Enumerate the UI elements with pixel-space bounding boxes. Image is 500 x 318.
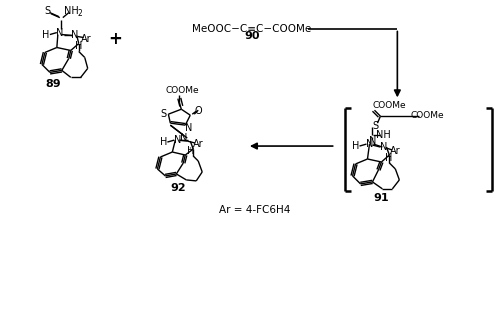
Text: S: S: [372, 121, 378, 131]
Text: Ar: Ar: [193, 139, 203, 149]
Text: Ar: Ar: [390, 146, 400, 156]
Text: COOMe: COOMe: [410, 111, 444, 120]
Text: N: N: [366, 139, 373, 149]
Text: Ar: Ar: [82, 33, 92, 44]
Text: N: N: [184, 123, 192, 133]
Text: N: N: [174, 135, 181, 145]
Text: 2: 2: [78, 9, 82, 18]
Text: NH: NH: [64, 6, 79, 16]
Text: NH: NH: [376, 130, 391, 140]
Text: O: O: [194, 106, 202, 116]
Text: 89: 89: [45, 79, 60, 89]
Text: H: H: [352, 141, 359, 151]
Text: H: H: [186, 146, 194, 156]
Text: N: N: [71, 30, 78, 39]
Text: N: N: [380, 142, 387, 152]
Text: 92: 92: [170, 183, 186, 193]
Text: N: N: [369, 136, 376, 146]
Text: H: H: [75, 41, 82, 52]
Text: 90: 90: [244, 31, 260, 40]
Text: +: +: [108, 30, 122, 47]
Text: H: H: [160, 137, 167, 147]
Text: COOMe: COOMe: [372, 101, 406, 110]
Text: S: S: [45, 6, 51, 16]
Text: H: H: [42, 30, 50, 39]
Text: MeOOC−C≡C−COOMe: MeOOC−C≡C−COOMe: [192, 24, 312, 34]
Text: COOMe: COOMe: [166, 86, 199, 95]
Text: Ar = 4-FC6H4: Ar = 4-FC6H4: [220, 205, 290, 215]
Text: N: N: [56, 28, 64, 38]
Text: 91: 91: [374, 193, 389, 203]
Text: S: S: [160, 109, 166, 119]
Text: H: H: [384, 153, 392, 163]
Text: N: N: [180, 133, 187, 143]
